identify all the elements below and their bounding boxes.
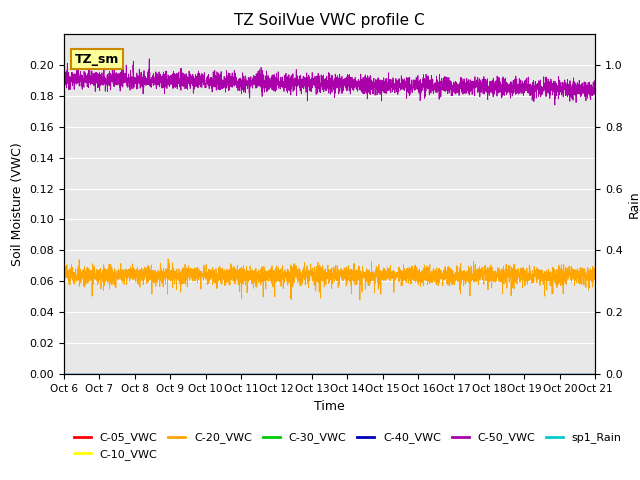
Legend: C-05_VWC, C-10_VWC, C-20_VWC, C-30_VWC, C-40_VWC, C-50_VWC, sp1_Rain: C-05_VWC, C-10_VWC, C-20_VWC, C-30_VWC, … xyxy=(70,428,627,464)
Text: TZ_sm: TZ_sm xyxy=(75,53,119,66)
Y-axis label: Rain: Rain xyxy=(628,190,640,218)
X-axis label: Time: Time xyxy=(314,400,345,413)
Y-axis label: Soil Moisture (VWC): Soil Moisture (VWC) xyxy=(11,142,24,266)
Title: TZ SoilVue VWC profile C: TZ SoilVue VWC profile C xyxy=(234,13,425,28)
